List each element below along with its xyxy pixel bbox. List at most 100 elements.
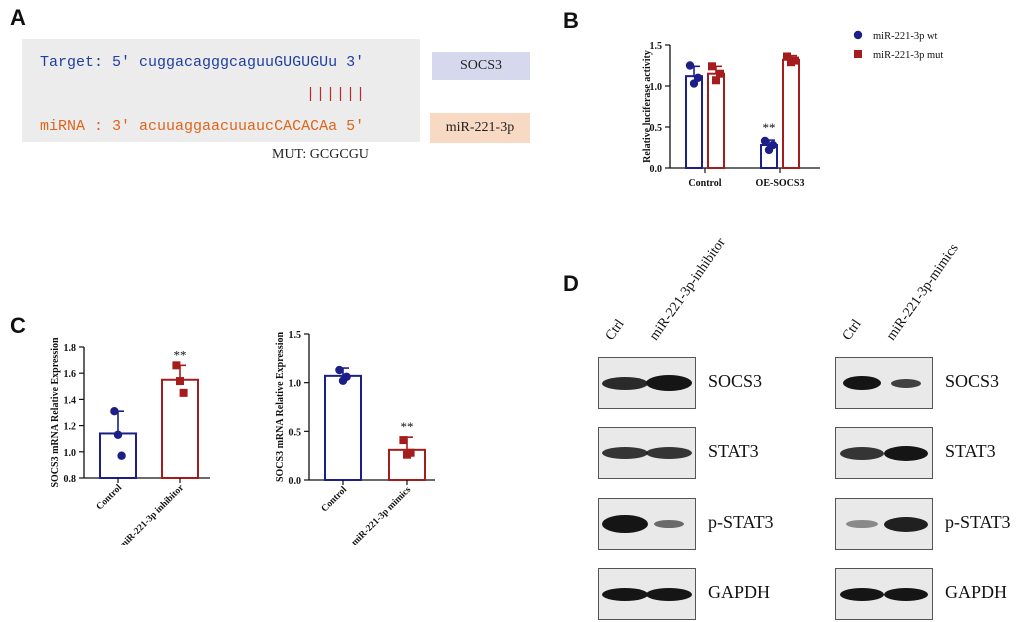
y-tick-label: 1.0 <box>289 379 302 390</box>
significance-marker: ** <box>174 347 187 362</box>
y-tick-label: 0.8 <box>64 474 77 485</box>
target-lower: cuggacagggcaguu <box>139 54 275 71</box>
y-tick-label: 1.4 <box>64 395 77 406</box>
legend-label: miR-221-3p mut <box>873 50 943 61</box>
target-tag: SOCS3 <box>432 52 530 80</box>
y-tick-label: 0.5 <box>650 123 663 134</box>
blot-box-socs3 <box>835 357 933 409</box>
band <box>601 515 648 533</box>
y-tick-label: 1.5 <box>289 330 302 341</box>
mirna-suffix: a 5' <box>328 118 365 135</box>
bar <box>782 58 800 169</box>
blot-box-p-stat3 <box>835 498 933 550</box>
band <box>884 445 929 461</box>
panel-c-label: C <box>10 313 26 338</box>
blot-box-stat3 <box>835 427 933 479</box>
target-upper: GUGUGU <box>274 54 329 71</box>
target-prefix: Target: 5' <box>40 54 140 71</box>
data-point <box>768 140 778 150</box>
band <box>601 447 648 459</box>
bar <box>324 374 362 481</box>
data-point <box>783 52 791 61</box>
binding-bonds: |||||| <box>306 86 367 103</box>
data-point <box>172 361 181 370</box>
blot-label: SOCS3 <box>945 371 1000 391</box>
x-tick-label: miR-221-3p mimics <box>350 485 413 545</box>
band <box>842 376 881 390</box>
mirna-prefix: miRNA : 3' <box>40 118 140 135</box>
blot-label: GAPDH <box>945 582 1008 602</box>
data-point <box>712 76 720 85</box>
y-tick-label: 1.8 <box>64 343 77 354</box>
y-tick-label: 1.0 <box>64 448 77 459</box>
blot-box-p-stat3 <box>598 498 696 550</box>
data-point <box>110 406 119 416</box>
blot-box-gapdh <box>835 568 933 620</box>
x-tick-label: OE-SOCS3 <box>756 178 805 189</box>
mirna-tag: miR-221-3p <box>430 113 530 143</box>
data-point <box>708 62 716 71</box>
data-point <box>791 56 799 65</box>
data-point <box>335 365 344 375</box>
band <box>601 376 648 390</box>
data-point <box>693 73 703 82</box>
panel-a-label: A <box>10 5 26 30</box>
blot-box-gapdh <box>598 568 696 620</box>
mirna-sequence: miRNA : 3' acuuaggaacuuaucCACACAa 5' <box>40 118 364 135</box>
panel-b-label: B <box>563 8 579 33</box>
data-point <box>406 448 415 457</box>
bar <box>707 72 725 170</box>
blot-label: STAT3 <box>708 441 759 461</box>
x-tick-label: Control <box>95 483 125 513</box>
blot-label: SOCS3 <box>708 371 763 391</box>
y-tick-label: 0.5 <box>289 427 302 438</box>
blot-left: Ctrl miR-221-3p-inhibitor SOCS3 STAT3 p-STAT… <box>598 235 818 622</box>
blot-label: STAT3 <box>945 441 996 461</box>
target-sequence: Target: 5' cuggacagggcaguuGUGUGUu 3' <box>40 54 364 71</box>
band <box>839 587 884 601</box>
band <box>646 587 693 601</box>
data-point <box>685 61 695 70</box>
y-axis-title: SOCS3 mRNA Relative Expression <box>50 337 61 488</box>
sequence-alignment-box <box>22 39 420 142</box>
band <box>845 520 878 528</box>
y-axis-title: Relative luciferase activity <box>642 50 653 163</box>
bar <box>685 75 703 169</box>
blot-box-socs3 <box>598 357 696 409</box>
mutation-label: MUT: GCGCGU <box>272 147 369 162</box>
lane-label: miR-221-3p-mimics <box>883 241 962 344</box>
x-tick-label: Control <box>688 178 721 189</box>
lane-label: miR-221-3p-inhibitor <box>646 235 729 344</box>
y-tick-label: 1.0 <box>650 82 663 93</box>
band <box>884 587 929 601</box>
mirna-upper: CACACA <box>274 118 329 135</box>
blot-label: p-STAT3 <box>708 512 774 532</box>
blot-label: GAPDH <box>708 582 771 602</box>
data-point <box>113 430 123 439</box>
target-suffix: u 3' <box>328 54 365 71</box>
lane-label: Ctrl <box>839 316 865 344</box>
blot-label: p-STAT3 <box>945 512 1011 532</box>
data-point <box>176 377 184 386</box>
x-tick-label: Control <box>320 485 350 515</box>
band <box>646 375 693 391</box>
y-tick-label: 1.6 <box>64 369 77 380</box>
significance-marker: ** <box>763 120 776 135</box>
band <box>891 378 922 388</box>
panel-d-label: D <box>563 271 579 296</box>
mirna-lower: acuuaggaacuuauc <box>139 118 275 135</box>
data-point <box>179 388 188 397</box>
legend-marker <box>853 30 863 40</box>
y-tick-label: 1.5 <box>650 41 663 52</box>
data-point <box>399 436 408 445</box>
y-axis-title: SOCS3 mRNA Relative Expression <box>275 332 286 483</box>
legend-marker <box>854 50 862 58</box>
lane-label: Ctrl <box>602 316 628 344</box>
data-point <box>716 69 724 78</box>
blot-right: Ctrl miR-221-3p-mimics SOCS3 STAT3 p-STAT3 GA… <box>835 241 1020 622</box>
blot-box-stat3 <box>598 427 696 479</box>
band <box>601 587 648 601</box>
data-point <box>117 451 126 460</box>
legend-label: miR-221-3p wt <box>873 31 938 42</box>
